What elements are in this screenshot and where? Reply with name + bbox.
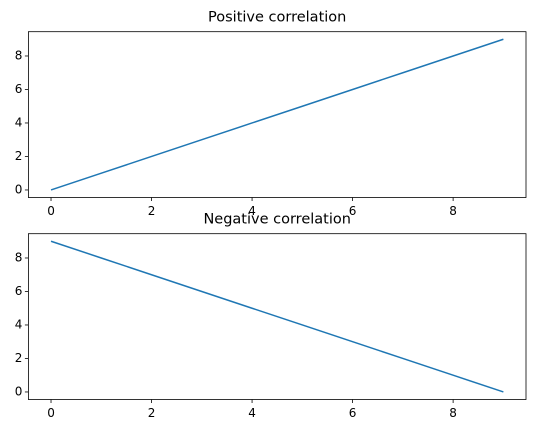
axes-frame xyxy=(27,233,527,400)
x-tick-label: 6 xyxy=(349,406,357,420)
y-tick-label: 8 xyxy=(15,48,23,62)
x-tick-label: 4 xyxy=(248,406,256,420)
chart-title: Negative correlation xyxy=(203,212,351,228)
y-tick-label: 8 xyxy=(15,250,23,264)
x-tick-label: 8 xyxy=(449,406,457,420)
y-tick-label: 0 xyxy=(15,182,23,196)
x-tick-label: 0 xyxy=(47,204,55,218)
data-line xyxy=(50,38,504,191)
chart-title: Positive correlation xyxy=(208,10,346,26)
x-tick-label: 4 xyxy=(248,204,256,218)
x-tick-label: 2 xyxy=(148,406,156,420)
y-tick-label: 4 xyxy=(15,317,23,331)
y-tick-label: 6 xyxy=(15,82,23,96)
x-tick-label: 8 xyxy=(449,204,457,218)
y-tick-label: 6 xyxy=(15,284,23,298)
y-tick-label: 2 xyxy=(15,351,23,365)
y-tick-label: 2 xyxy=(15,149,23,163)
x-tick-label: 2 xyxy=(148,204,156,218)
x-tick-label: 0 xyxy=(47,406,55,420)
x-tick-label: 6 xyxy=(349,204,357,218)
data-line xyxy=(50,240,504,393)
y-tick-label: 4 xyxy=(15,115,23,129)
y-tick-label: 0 xyxy=(15,384,23,398)
axes-frame xyxy=(27,31,527,198)
